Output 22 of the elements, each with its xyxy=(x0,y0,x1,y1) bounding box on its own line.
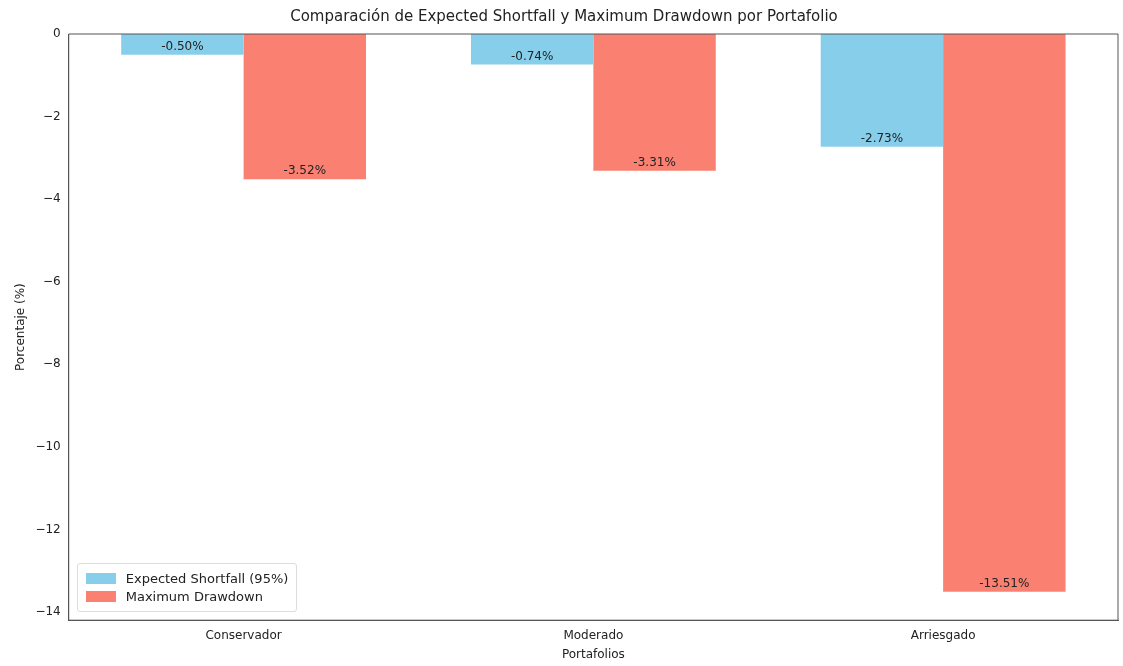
legend-label: Maximum Drawdown xyxy=(125,589,263,605)
x-tick-label: Conservador xyxy=(205,627,282,642)
y-tick-label: −10 xyxy=(35,438,61,453)
legend-label: Expected Shortfall (95%) xyxy=(125,571,289,587)
data-label: -0.74% xyxy=(510,48,554,63)
y-axis-title: Porcentaje (%) xyxy=(13,283,28,371)
y-tick-label: −12 xyxy=(35,521,61,536)
x-tick-label: Moderado xyxy=(563,627,624,642)
y-tick-label: 0 xyxy=(53,26,61,41)
x-tick-label: Arriesgado xyxy=(910,627,976,642)
x-axis-title: Portafolios xyxy=(561,646,625,661)
y-tick-label: −2 xyxy=(43,108,61,123)
chart-title: Comparación de Expected Shortfall y Maximum Drawdown por Portafolio xyxy=(290,6,838,25)
data-label: -13.51% xyxy=(979,575,1030,590)
data-label: -0.50% xyxy=(161,38,204,53)
y-tick-label: −6 xyxy=(43,273,61,288)
data-label: -3.31% xyxy=(633,154,676,169)
y-tick-label: −4 xyxy=(43,191,61,206)
y-tick-label: −8 xyxy=(43,356,61,371)
y-tick-label: −14 xyxy=(35,604,61,619)
data-label: -2.73% xyxy=(860,130,904,145)
data-label: -3.52% xyxy=(283,163,327,178)
